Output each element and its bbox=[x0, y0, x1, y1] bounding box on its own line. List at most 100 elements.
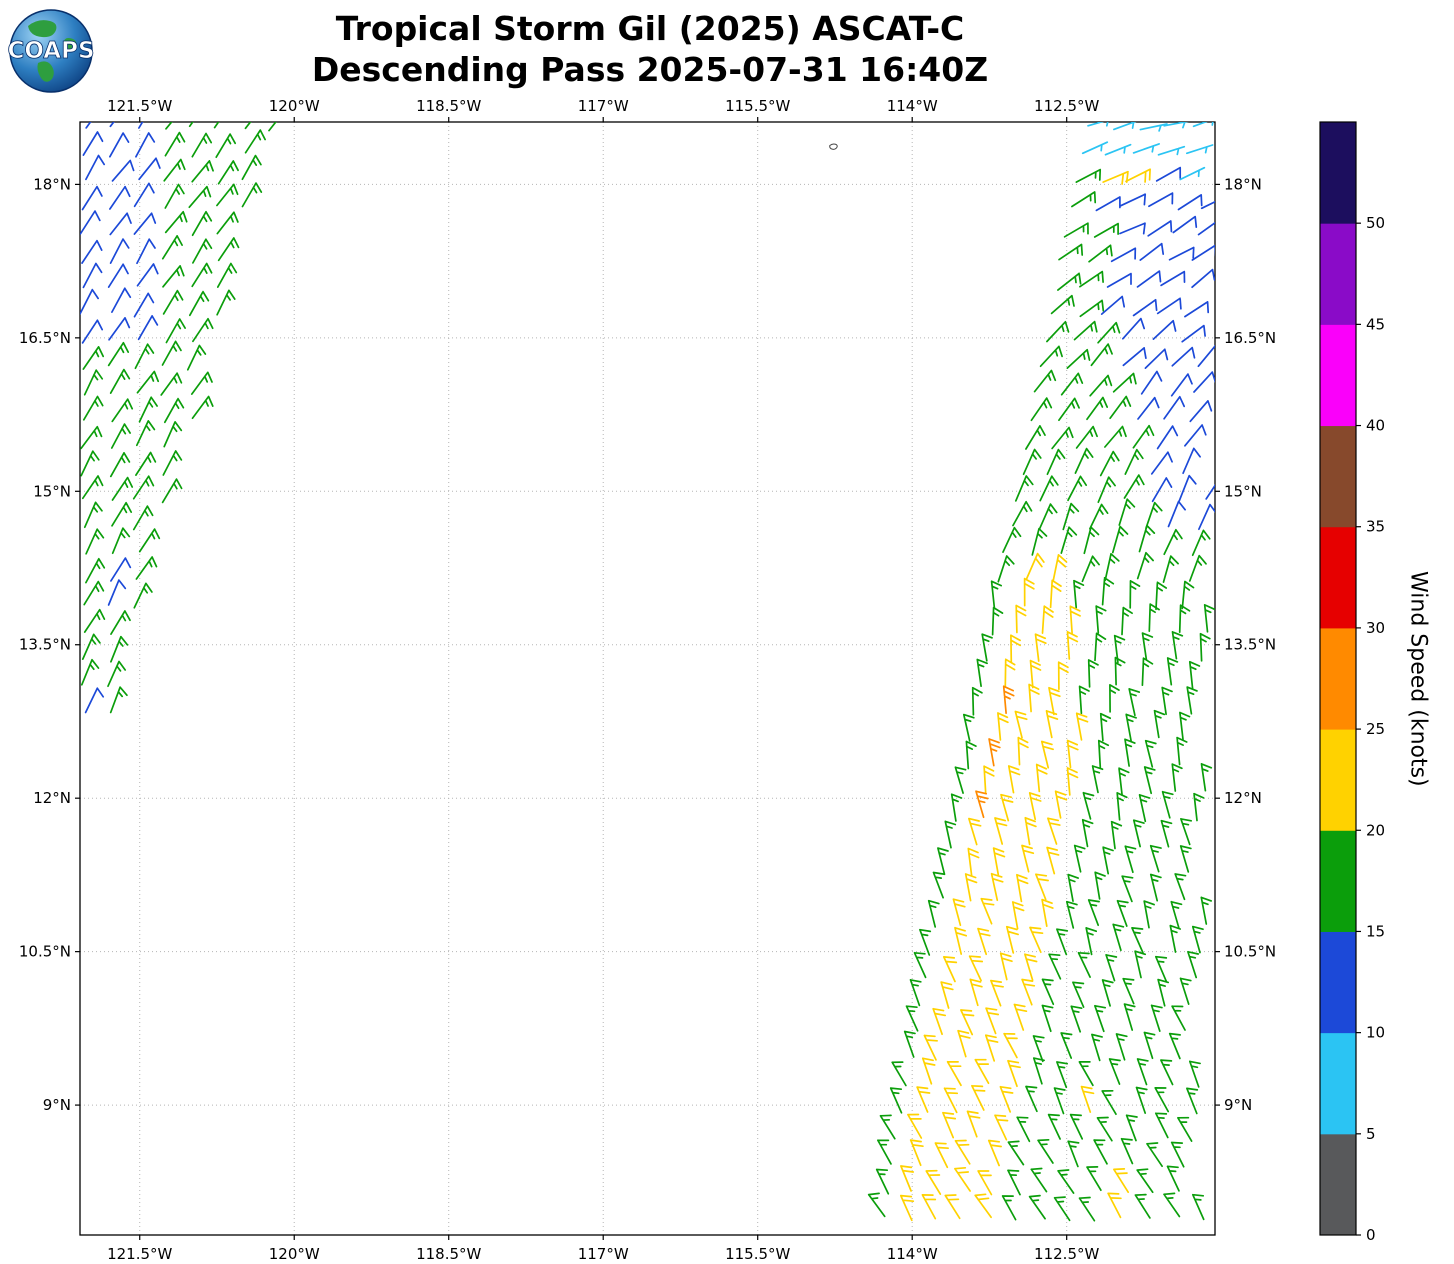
wind-barb bbox=[107, 660, 127, 688]
wind-barb bbox=[1136, 551, 1154, 580]
wind-barb bbox=[111, 476, 134, 501]
wind-barb bbox=[1089, 503, 1109, 530]
wind-barb bbox=[1163, 1192, 1181, 1218]
wind-barb bbox=[1067, 873, 1079, 902]
wind-barb bbox=[1066, 739, 1079, 769]
wind-barb bbox=[1111, 525, 1129, 554]
wind-barb bbox=[1192, 122, 1214, 128]
wind-barb bbox=[1119, 193, 1147, 207]
wind-barb bbox=[981, 633, 993, 662]
wind-barb bbox=[137, 315, 159, 341]
wind-barb bbox=[1077, 951, 1091, 978]
colorbar-segment bbox=[1320, 324, 1356, 427]
colorbar-tick-label: 25 bbox=[1366, 720, 1385, 738]
wind-barb bbox=[81, 319, 104, 344]
wind-barb bbox=[1181, 324, 1206, 343]
wind-barb bbox=[135, 132, 156, 158]
wind-barb bbox=[192, 317, 214, 343]
wind-barb bbox=[1083, 526, 1100, 555]
wind-barb bbox=[943, 1087, 959, 1114]
wind-barb bbox=[109, 368, 131, 394]
wind-barb bbox=[1197, 344, 1215, 368]
wind-barb bbox=[82, 262, 103, 289]
wind-barb bbox=[1025, 425, 1046, 450]
wind-barb bbox=[1087, 122, 1109, 127]
wind-barb bbox=[900, 1165, 915, 1192]
wind-barb bbox=[80, 450, 100, 477]
wind-barb bbox=[1180, 818, 1193, 846]
wind-barb bbox=[162, 265, 185, 288]
wind-barb bbox=[980, 897, 995, 925]
wind-barb bbox=[1157, 978, 1170, 1007]
wind-barb bbox=[1104, 553, 1120, 582]
wind-barb bbox=[1200, 200, 1215, 210]
colorbar-segment bbox=[1320, 1032, 1356, 1135]
wind-barb bbox=[1028, 1194, 1046, 1220]
wind-barb bbox=[1191, 268, 1215, 289]
wind-barb bbox=[216, 183, 239, 207]
wind-barb bbox=[191, 132, 213, 158]
wind-barb bbox=[1088, 244, 1113, 263]
wind-barb bbox=[1095, 196, 1121, 212]
wind-barb bbox=[916, 1086, 931, 1113]
chart-title-line1: Tropical Storm Gil (2025) ASCAT-C bbox=[335, 9, 965, 48]
wind-barb bbox=[934, 1142, 949, 1169]
wind-barb bbox=[942, 956, 958, 983]
wind-barb bbox=[1094, 871, 1106, 900]
wind-barb bbox=[82, 346, 105, 370]
wind-barb bbox=[1163, 122, 1190, 129]
wind-barb bbox=[110, 557, 132, 582]
wind-barb bbox=[1057, 661, 1069, 691]
wind-barb bbox=[83, 580, 105, 606]
wind-barb bbox=[1136, 1058, 1149, 1086]
wind-barb bbox=[109, 122, 115, 128]
wind-barb bbox=[1178, 604, 1191, 634]
wind-barb bbox=[111, 159, 135, 182]
wind-barb bbox=[937, 847, 949, 876]
gridlines bbox=[80, 122, 1215, 1235]
wind-barb bbox=[990, 979, 1004, 1007]
wind-barb bbox=[1048, 953, 1062, 980]
wind-barb bbox=[1179, 166, 1206, 181]
wind-barb bbox=[1116, 899, 1129, 927]
wind-barb bbox=[1162, 555, 1179, 583]
wind-barb bbox=[1122, 317, 1146, 340]
wind-barb bbox=[1114, 656, 1126, 686]
wind-barb bbox=[109, 132, 130, 158]
wind-barb bbox=[1179, 977, 1192, 1005]
wind-barb bbox=[927, 899, 940, 928]
y-tick-label-left: 9°N bbox=[43, 1096, 71, 1114]
wind-barb bbox=[217, 160, 239, 185]
wind-barb bbox=[988, 738, 1001, 767]
wind-barb bbox=[1108, 1058, 1121, 1085]
wind-barb bbox=[1186, 686, 1198, 715]
wind-barb bbox=[1013, 1003, 1028, 1031]
wind-barb bbox=[977, 1170, 993, 1196]
wind-barb bbox=[109, 452, 131, 478]
wind-barb bbox=[1078, 1061, 1094, 1087]
contour-artifact bbox=[829, 143, 838, 150]
wind-barb bbox=[1138, 524, 1156, 553]
wind-barb bbox=[999, 952, 1013, 981]
wind-barb bbox=[109, 238, 130, 264]
wind-barb bbox=[1060, 372, 1084, 396]
wind-barb bbox=[1078, 1196, 1096, 1222]
wind-barb bbox=[1047, 817, 1061, 845]
wind-barb bbox=[1073, 579, 1085, 609]
x-tick-label-bottom: 112.5°W bbox=[1034, 1245, 1099, 1263]
wind-barb bbox=[1184, 301, 1210, 318]
wind-barb bbox=[994, 817, 1008, 845]
wind-barb bbox=[136, 238, 156, 265]
wind-barb bbox=[966, 1110, 981, 1138]
wind-barb bbox=[109, 686, 128, 714]
wind-barb bbox=[191, 395, 214, 420]
wind-barb bbox=[946, 1060, 962, 1087]
wind-barb bbox=[163, 397, 185, 424]
wind-barb bbox=[1144, 348, 1169, 369]
x-tick-label-top: 121.5°W bbox=[107, 97, 172, 115]
wind-barb bbox=[1145, 501, 1163, 530]
wind-barb bbox=[80, 210, 101, 235]
wind-barb bbox=[1170, 373, 1193, 397]
wind-barb bbox=[867, 1192, 886, 1218]
